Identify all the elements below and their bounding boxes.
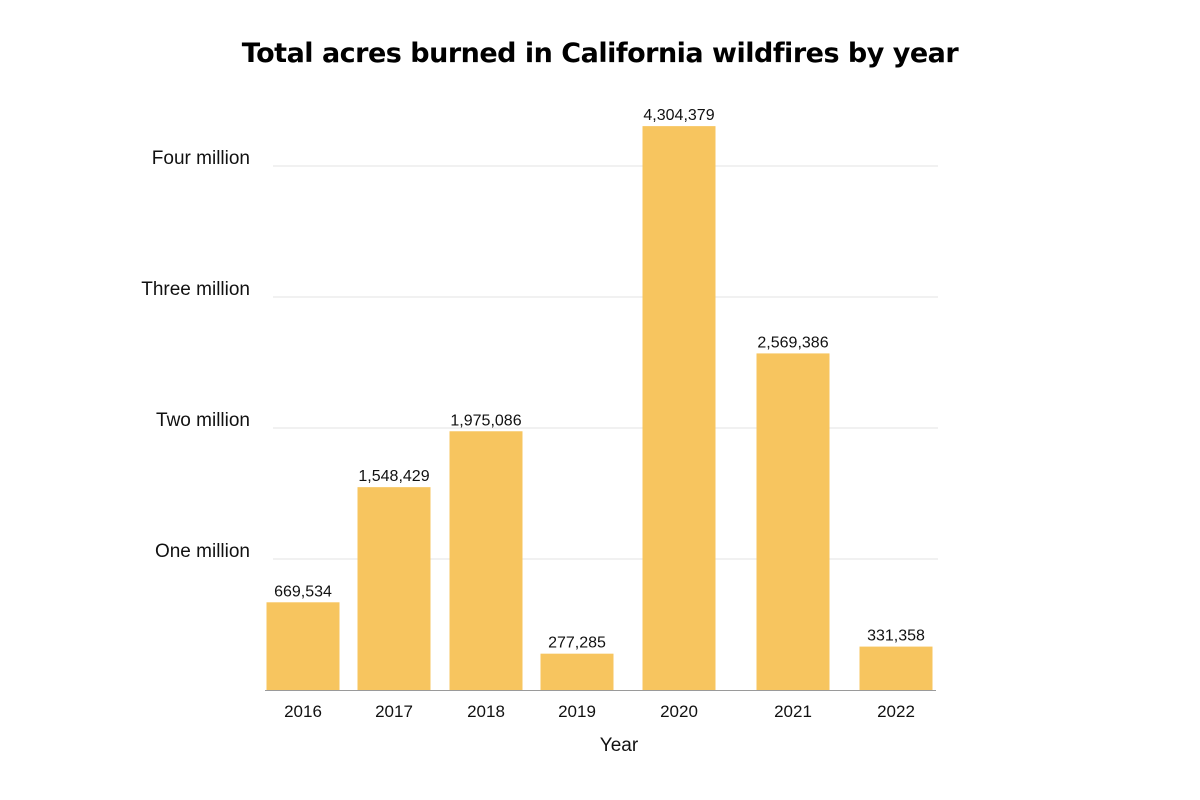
data-label: 2,569,386 bbox=[757, 334, 828, 351]
x-tick-label: 2018 bbox=[467, 702, 505, 721]
data-label: 1,975,086 bbox=[450, 412, 521, 429]
y-tick-label: Four million bbox=[152, 148, 250, 169]
data-label: 669,534 bbox=[274, 583, 332, 600]
x-axis-title: Year bbox=[600, 735, 639, 756]
x-tick-label: 2020 bbox=[660, 702, 698, 721]
bar-2020 bbox=[642, 126, 716, 691]
bar-2022 bbox=[859, 646, 933, 690]
data-label: 277,285 bbox=[548, 635, 606, 652]
data-labels: 669,534 1,548,429 1,975,086 277,285 4,304,37… bbox=[274, 107, 925, 652]
x-tick-label: 2022 bbox=[877, 702, 915, 721]
bar-2017 bbox=[357, 487, 431, 690]
x-tick-label: 2016 bbox=[284, 702, 322, 721]
y-tick-label: Two million bbox=[156, 410, 250, 431]
x-tick-label: 2019 bbox=[558, 702, 596, 721]
chart-title: Total acres burned in California wildfir… bbox=[241, 38, 959, 69]
y-tick-label: One million bbox=[155, 541, 250, 562]
data-label: 331,358 bbox=[867, 628, 925, 645]
bar-2018 bbox=[449, 431, 523, 690]
data-label: 4,304,379 bbox=[643, 107, 714, 124]
gridlines: One million Two million Three million Four … bbox=[141, 148, 938, 562]
bars bbox=[266, 126, 933, 691]
bar-2021 bbox=[756, 353, 830, 690]
x-tick-label: 2017 bbox=[375, 702, 413, 721]
data-label: 1,548,429 bbox=[358, 468, 429, 485]
bar-2019 bbox=[540, 653, 614, 690]
y-tick-label: Three million bbox=[141, 279, 250, 300]
bar-2016 bbox=[266, 602, 340, 690]
axes: 2016 2017 2018 2019 2020 2021 2022 bbox=[265, 690, 936, 721]
x-tick-label: 2021 bbox=[774, 702, 812, 721]
